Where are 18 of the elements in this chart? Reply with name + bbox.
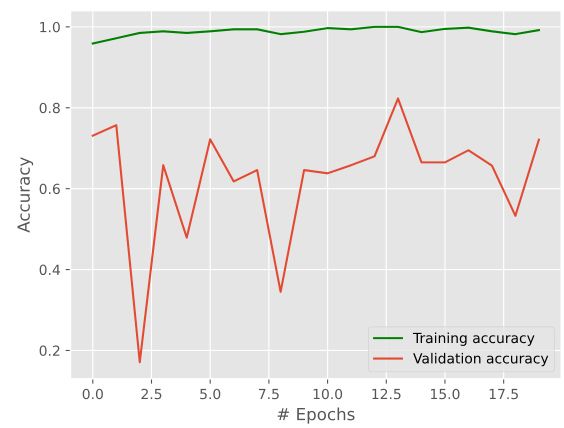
x-axis-title: # Epochs — [278, 408, 355, 424]
x-tick-label: 12.5 — [372, 388, 401, 400]
y-tick-label: 1.0 — [40, 22, 60, 32]
legend-label: Training accuracy — [412, 332, 534, 346]
x-tick-label: 0.0 — [82, 388, 103, 400]
line-series — [92, 26, 540, 45]
y-tick-label: 0.4 — [40, 264, 60, 276]
y-tick-label: 0.6 — [40, 184, 60, 194]
x-tick-label: 2.5 — [141, 388, 162, 400]
legend-label: Validation accuracy — [413, 352, 548, 366]
y-tick-label: 0.2 — [40, 345, 60, 356]
x-tick-label: 15.0 — [431, 388, 460, 400]
y-tick-label: 0.8 — [40, 102, 60, 114]
x-tick-label: 17.5 — [490, 388, 518, 400]
x-tick-label: 5.0 — [200, 388, 220, 400]
x-tick-label: 7.5 — [258, 388, 279, 400]
y-axis-title: Accuracy — [18, 157, 34, 233]
x-tick-label: 10.0 — [314, 388, 342, 400]
